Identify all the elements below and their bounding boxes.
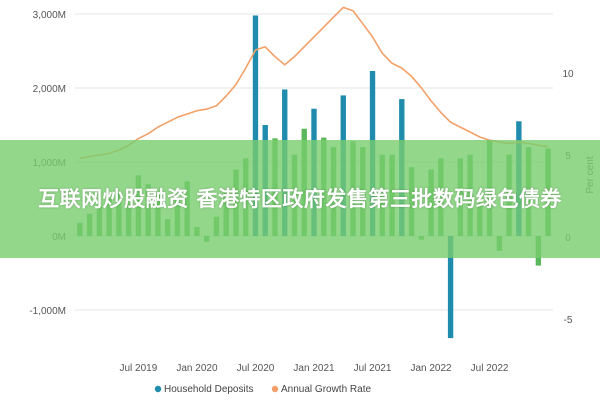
legend-marker [271,385,279,393]
deposit-bar [252,15,259,237]
y-right-tick-label: 10 [562,69,574,80]
headline-banner: 互联网炒股融资 香港特区政府发售第三批数码绿色债券 [0,140,600,258]
x-tick-label: Jul 2019 [120,363,158,374]
legend-marker [154,385,162,393]
x-tick-label: Jan 2022 [410,363,452,374]
y-left-tick-label: 3,000M [33,10,66,21]
legend-label: Annual Growth Rate [281,384,371,395]
x-tick-label: Jan 2020 [176,363,218,374]
deposit-bar [447,236,454,339]
x-tick-label: Jul 2020 [237,363,275,374]
legend-label: Household Deposits [164,384,254,395]
x-tick-label: Jul 2021 [354,363,392,374]
y-right-tick-label: -5 [564,315,573,326]
growth-rate-line [79,6,549,160]
y-left-tick-label: 2,000M [33,84,66,95]
x-tick-label: Jan 2021 [293,363,335,374]
y-left-tick-label: -1,000M [29,306,66,317]
headline-text: 互联网炒股融资 香港特区政府发售第三批数码绿色债券 [38,186,562,211]
x-tick-label: Jul 2022 [471,363,509,374]
